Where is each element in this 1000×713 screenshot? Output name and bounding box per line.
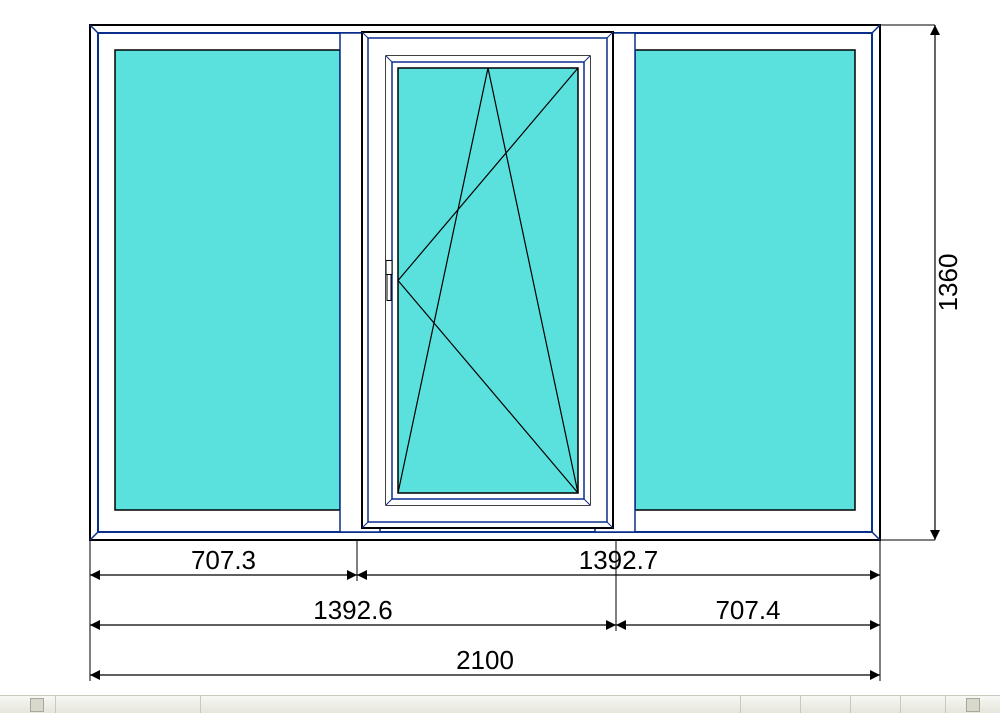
statusbar-divider: [945, 696, 946, 713]
pane-left-fixed: [115, 50, 340, 510]
statusbar-divider: [200, 696, 201, 713]
statusbar-square-icon: [966, 698, 980, 712]
dim-row1-label-1: 1392.7: [579, 545, 659, 575]
statusbar-divider: [55, 696, 56, 713]
statusbar-divider: [800, 696, 801, 713]
drawing-canvas: 1360 707.3 1392.7 1392.6 707.4 2100: [0, 0, 1000, 713]
statusbar-divider: [900, 696, 901, 713]
diagram-svg: 1360 707.3 1392.7 1392.6 707.4 2100: [0, 0, 1000, 713]
statusbar-divider: [740, 696, 741, 713]
dim-row2-label-1: 707.4: [715, 595, 780, 625]
statusbar-square-icon: [30, 698, 44, 712]
status-bar: [0, 695, 1000, 713]
statusbar-divider: [850, 696, 851, 713]
handle-icon: [386, 261, 392, 275]
dim-row1-label-0: 707.3: [191, 545, 256, 575]
dim-height-label: 1360: [933, 254, 963, 312]
dim-row2-label-0: 1392.6: [313, 595, 393, 625]
pane-right-fixed: [635, 50, 855, 510]
dim-row3-label-0: 2100: [456, 645, 514, 675]
